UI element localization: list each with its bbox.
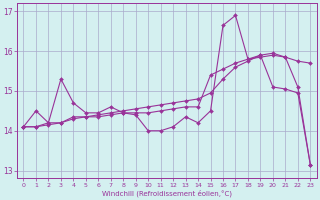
X-axis label: Windchill (Refroidissement éolien,°C): Windchill (Refroidissement éolien,°C) [102, 189, 232, 197]
